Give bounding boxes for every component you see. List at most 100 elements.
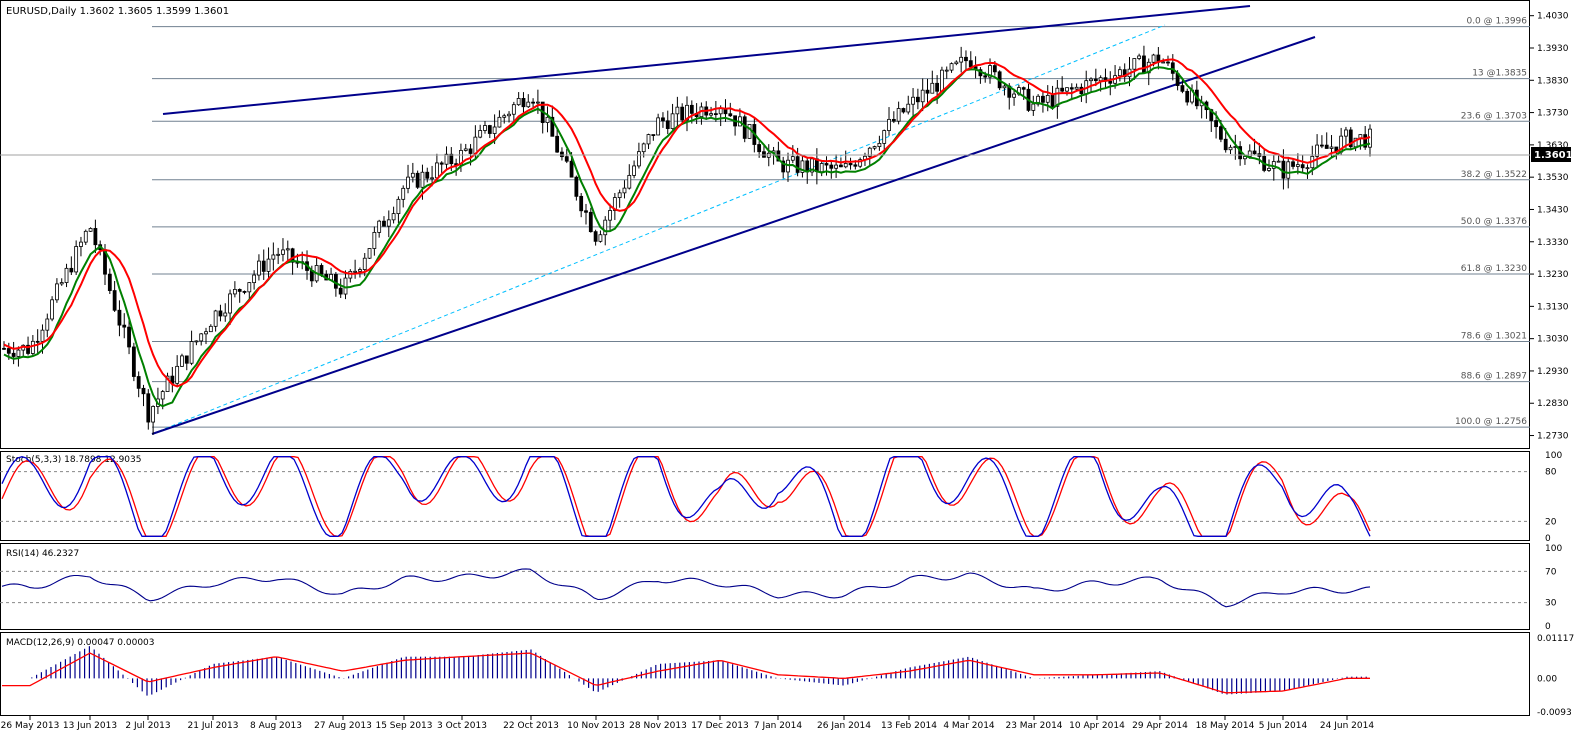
candle-body <box>531 101 535 104</box>
price-tick-label: 1.3730 <box>1537 109 1569 119</box>
candle-body <box>83 230 88 243</box>
lower-trendline[interactable] <box>151 36 1316 435</box>
candle-body <box>516 98 521 106</box>
candle-body <box>439 162 444 165</box>
candle-body <box>391 213 396 221</box>
candle-body <box>709 113 713 116</box>
candle-body <box>882 130 887 144</box>
candle-body <box>670 113 675 129</box>
candle-body <box>165 375 170 392</box>
candle-body <box>319 265 324 275</box>
fib-level-label: 50.0 @ 1.3376 <box>1461 217 1528 227</box>
candle-body <box>1093 78 1098 82</box>
candle-body <box>1166 61 1170 64</box>
candle-body <box>271 254 276 260</box>
candle-body <box>232 289 237 295</box>
macd-pane-frame <box>0 632 1530 716</box>
candle-body <box>598 234 603 242</box>
candle-body <box>386 219 391 227</box>
candle-body <box>834 164 839 169</box>
candle-body <box>406 176 410 189</box>
candle-body <box>64 267 69 283</box>
time-tick-label: 10 Nov 2013 <box>567 721 625 731</box>
candle-body <box>637 151 641 167</box>
candle-body <box>160 391 165 400</box>
candle-body <box>526 101 531 108</box>
rsi-tick-label: 0 <box>1545 622 1551 632</box>
time-tick-label: 13 Jun 2013 <box>63 721 117 731</box>
candle-body <box>449 153 454 165</box>
time-tick-label: 5 Jun 2014 <box>1259 721 1308 731</box>
price-tick-label: 1.2730 <box>1537 432 1569 442</box>
fib-level-label: 61.8 @ 1.3230 <box>1461 264 1528 274</box>
candle-body <box>983 75 988 78</box>
candle-body <box>1247 150 1252 157</box>
candle-body <box>1060 87 1065 92</box>
candle-body <box>757 144 762 153</box>
candle-body <box>964 56 968 62</box>
candle-body <box>584 210 588 213</box>
rsi-pane-frame <box>0 543 1530 630</box>
candle-body <box>680 106 685 121</box>
candle-body <box>800 160 805 173</box>
candle-body <box>641 143 646 153</box>
candle-body <box>261 260 266 272</box>
price-tick-label: 1.3330 <box>1537 238 1569 248</box>
candle-body <box>1267 167 1271 171</box>
candle-body <box>26 344 30 354</box>
candle-body <box>940 69 944 92</box>
candle-body <box>665 120 670 129</box>
candle-body <box>728 113 733 117</box>
symbol-header: EURUSD,Daily 1.3602 1.3605 1.3599 1.3601 <box>6 6 229 17</box>
price-tick-label: 1.3030 <box>1537 335 1569 345</box>
candle-body <box>478 130 483 138</box>
time-tick-label: 29 Apr 2014 <box>1132 721 1188 731</box>
candle-body <box>136 376 141 389</box>
candle-body <box>434 162 439 179</box>
candle-body <box>1132 58 1137 70</box>
candle-body <box>180 355 184 367</box>
candle-body <box>1031 103 1036 111</box>
pane-frames <box>0 0 1530 716</box>
candle-body <box>1041 95 1045 103</box>
stoch-axis: 100 80 20 0 <box>1545 451 1562 544</box>
candle-body <box>560 151 564 158</box>
upper-trendline[interactable] <box>162 5 1251 115</box>
candle-body <box>1180 85 1185 92</box>
candle-body <box>1276 160 1281 163</box>
candle-body <box>1065 87 1069 92</box>
candle-body <box>858 159 863 167</box>
candle-body <box>444 153 449 165</box>
candle-body <box>810 158 814 173</box>
candle-body <box>30 340 35 354</box>
candle-body <box>175 365 180 384</box>
diagonal-dashed-line[interactable] <box>151 24 1166 435</box>
candle-body <box>16 349 21 357</box>
time-tick-label: 3 Oct 2013 <box>437 721 487 731</box>
candle-body <box>718 108 723 115</box>
candle-body <box>781 160 786 173</box>
rsi-tick-label: 100 <box>1545 544 1562 554</box>
candle-body <box>1363 134 1368 148</box>
fib-level-label: 88.6 @ 1.2897 <box>1461 372 1527 382</box>
time-tick-label: 13 Feb 2014 <box>881 721 937 731</box>
candle-body <box>35 340 40 343</box>
candle-body <box>266 258 271 272</box>
candle-body <box>122 324 127 328</box>
candle-body <box>1161 61 1166 64</box>
candle-body <box>290 248 295 263</box>
candle-body <box>920 89 925 103</box>
last-price-label: 1.3601 <box>1534 150 1573 161</box>
candle-body <box>588 211 593 233</box>
candle-body <box>338 287 343 295</box>
candle-body <box>463 148 468 151</box>
candle-body <box>1348 129 1353 148</box>
price-pane-frame <box>0 0 1530 449</box>
candle-body <box>1098 77 1103 82</box>
macd-axis: 0.01117 0.00 -0.0093 <box>1537 634 1574 718</box>
stoch-main-line <box>1 456 1371 537</box>
candle-body <box>377 220 382 233</box>
fib-level-label: 78.6 @ 1.3021 <box>1461 332 1527 342</box>
candle-body <box>146 393 151 423</box>
macd-tick-label: 0.01117 <box>1537 634 1574 644</box>
